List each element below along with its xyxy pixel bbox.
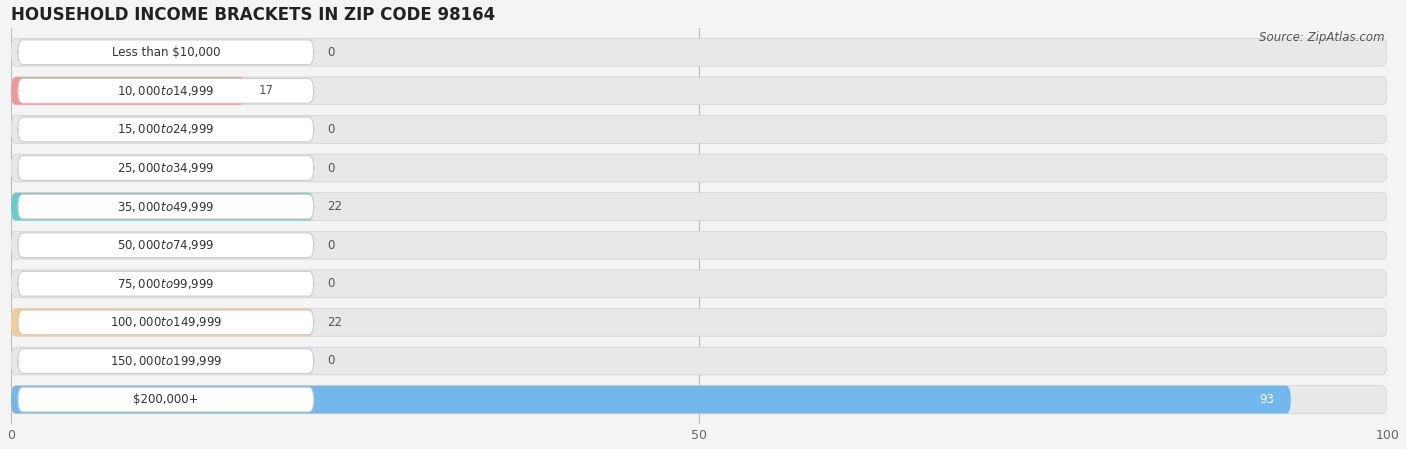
Text: 22: 22 <box>328 316 343 329</box>
Text: $35,000 to $49,999: $35,000 to $49,999 <box>117 200 215 214</box>
Text: 0: 0 <box>328 277 335 291</box>
FancyBboxPatch shape <box>18 310 314 335</box>
FancyBboxPatch shape <box>11 386 1388 414</box>
Text: 0: 0 <box>328 162 335 175</box>
FancyBboxPatch shape <box>11 38 1388 66</box>
Text: Less than $10,000: Less than $10,000 <box>111 46 219 59</box>
Text: $50,000 to $74,999: $50,000 to $74,999 <box>117 238 215 252</box>
Text: $75,000 to $99,999: $75,000 to $99,999 <box>117 277 215 291</box>
FancyBboxPatch shape <box>18 272 314 296</box>
FancyBboxPatch shape <box>11 77 245 105</box>
Text: 0: 0 <box>328 239 335 252</box>
FancyBboxPatch shape <box>18 233 314 258</box>
Text: $10,000 to $14,999: $10,000 to $14,999 <box>117 84 215 98</box>
Text: $15,000 to $24,999: $15,000 to $24,999 <box>117 123 215 136</box>
Text: $150,000 to $199,999: $150,000 to $199,999 <box>110 354 222 368</box>
Text: $25,000 to $34,999: $25,000 to $34,999 <box>117 161 215 175</box>
FancyBboxPatch shape <box>18 194 314 219</box>
FancyBboxPatch shape <box>18 79 314 103</box>
FancyBboxPatch shape <box>18 348 314 373</box>
Text: $100,000 to $149,999: $100,000 to $149,999 <box>110 315 222 330</box>
FancyBboxPatch shape <box>11 154 1388 182</box>
Text: Source: ZipAtlas.com: Source: ZipAtlas.com <box>1260 31 1385 44</box>
FancyBboxPatch shape <box>18 40 314 65</box>
FancyBboxPatch shape <box>11 386 1291 414</box>
FancyBboxPatch shape <box>18 117 314 142</box>
FancyBboxPatch shape <box>11 347 1388 375</box>
Text: 0: 0 <box>328 354 335 367</box>
FancyBboxPatch shape <box>11 270 1388 298</box>
Text: 0: 0 <box>328 46 335 59</box>
FancyBboxPatch shape <box>18 387 314 412</box>
FancyBboxPatch shape <box>11 231 1388 259</box>
FancyBboxPatch shape <box>11 308 1388 336</box>
Text: 93: 93 <box>1260 393 1274 406</box>
Text: 17: 17 <box>259 84 274 97</box>
Text: 0: 0 <box>328 123 335 136</box>
FancyBboxPatch shape <box>11 308 314 336</box>
FancyBboxPatch shape <box>18 156 314 180</box>
FancyBboxPatch shape <box>11 193 1388 220</box>
Text: HOUSEHOLD INCOME BRACKETS IN ZIP CODE 98164: HOUSEHOLD INCOME BRACKETS IN ZIP CODE 98… <box>11 6 495 24</box>
Text: 22: 22 <box>328 200 343 213</box>
FancyBboxPatch shape <box>11 77 1388 105</box>
Text: $200,000+: $200,000+ <box>134 393 198 406</box>
FancyBboxPatch shape <box>11 115 1388 143</box>
FancyBboxPatch shape <box>11 193 314 220</box>
